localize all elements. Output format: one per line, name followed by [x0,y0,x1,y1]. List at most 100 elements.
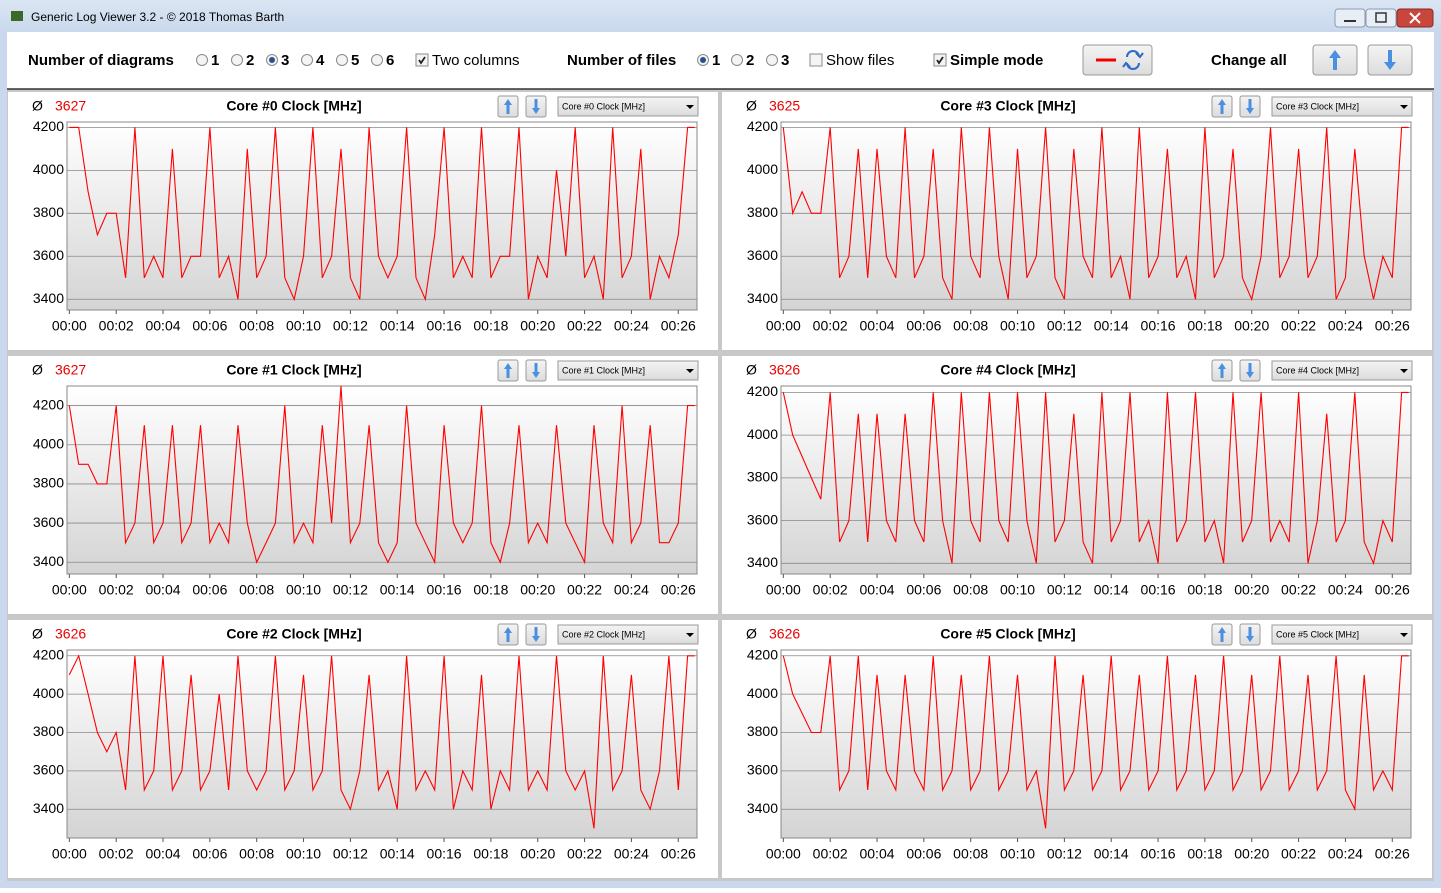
x-tick-label: 00:24 [614,846,649,862]
data-line [68,654,695,829]
dropdown-arrow [1400,105,1408,109]
channel-dropdown[interactable] [557,360,699,381]
plot-area [780,649,1412,839]
app-icon [11,11,23,21]
data-line [782,655,1409,829]
checkbox-label: Two columns [432,52,520,69]
x-tick-label: 00:18 [473,846,508,862]
x-tick-label: 00:00 [766,318,801,334]
window-title: Generic Log Viewer 3.2 - © 2018 Thomas B… [31,10,284,24]
dropdown-arrow [1400,369,1408,373]
channel-dropdown[interactable] [1271,360,1413,381]
arrow-up-icon [504,363,512,378]
x-tick-label: 00:16 [1141,582,1176,598]
average-value: 3626 [55,626,86,642]
diagram-title: Core #3 Clock [MHz] [940,98,1075,114]
x-tick-label: 00:26 [1375,582,1410,598]
x-tick-label: 00:06 [906,846,941,862]
x-tick-label: 00:16 [427,846,462,862]
x-tick-label: 00:26 [661,582,696,598]
arrow-down-icon [1246,363,1254,378]
color-swap-button[interactable] [1082,44,1153,76]
checkbox[interactable] [809,53,823,67]
x-tick-label: 00:00 [52,318,87,334]
radio-button[interactable] [231,54,243,66]
x-tick-label: 00:06 [906,318,941,334]
x-tick-label: 00:18 [1187,318,1222,334]
radio-dot [269,57,275,63]
x-tick-label: 00:22 [567,318,602,334]
x-tick-label: 00:00 [52,582,87,598]
average-value: 3626 [769,626,800,642]
x-tick-label: 00:08 [953,318,988,334]
radio-label: 5 [351,52,359,69]
x-tick-label: 00:18 [1187,582,1222,598]
x-tick-label: 00:26 [661,318,696,334]
diagram-title: Core #2 Clock [MHz] [226,626,361,642]
toolbar: Number of diagrams 1 2 3 4 5 6 Two columns Numbe… [7,44,1434,90]
x-tick-label: 00:14 [1094,846,1129,862]
data-line [782,391,1409,566]
radio-button[interactable] [731,54,743,66]
dropdown-arrow [1400,633,1408,637]
x-tick-label: 00:12 [333,582,368,598]
arrow-down-icon [1384,50,1396,70]
x-tick-label: 00:22 [567,846,602,862]
x-tick-label: 00:20 [1234,582,1269,598]
x-tick-label: 00:04 [145,318,180,334]
y-tick-label: 4200 [33,646,64,662]
x-tick-label: 00:06 [192,318,227,334]
diagram-title: Core #0 Clock [MHz] [226,98,361,114]
radio-button[interactable] [336,54,348,66]
x-tick-label: 00:24 [1328,318,1363,334]
x-tick-label: 00:18 [473,582,508,598]
average-symbol: Ø [32,626,43,642]
x-tick-label: 00:24 [614,318,649,334]
y-tick-label: 3800 [747,469,778,485]
y-tick-label: 3400 [33,800,64,816]
x-tick-label: 00:26 [1375,318,1410,334]
x-tick-label: 00:02 [813,846,848,862]
channel-dropdown[interactable] [557,96,699,117]
channel-dropdown[interactable] [557,624,699,645]
x-tick-label: 00:10 [1000,318,1035,334]
arrow-down-icon [532,363,540,378]
x-tick-label: 00:16 [1141,846,1176,862]
arrow-down-icon [1246,627,1254,642]
channel-dropdown[interactable] [1271,624,1413,645]
title-bar [0,0,1441,32]
y-tick-label: 3600 [33,514,64,530]
y-tick-label: 3600 [747,511,778,527]
radio-label: 1 [712,52,720,69]
x-tick-label: 00:10 [1000,846,1035,862]
arrow-up-icon [1218,627,1226,642]
radio-label: 6 [386,52,394,69]
checkmark [418,56,426,65]
x-tick-label: 00:08 [239,318,274,334]
x-tick-label: 00:10 [286,582,321,598]
x-tick-label: 00:20 [520,846,555,862]
x-tick-label: 00:10 [1000,582,1035,598]
average-value: 3625 [769,98,800,114]
radio-button[interactable] [301,54,313,66]
radio-button[interactable] [766,54,778,66]
plot-area [66,385,698,575]
x-tick-label: 00:18 [473,318,508,334]
minimize-button[interactable] [1334,8,1366,28]
x-tick-label: 00:14 [380,846,415,862]
plot-area [66,121,698,311]
radio-button[interactable] [371,54,383,66]
maximize-button[interactable] [1365,8,1397,28]
channel-dropdown[interactable] [1271,96,1413,117]
dropdown-arrow [686,633,694,637]
radio-label: 2 [246,52,254,69]
charts: Ø 3627 Core #0 Clock [MHz] Core #0 Clock [M… [8,92,1432,878]
dropdown-text: Core #0 Clock [MHz] [562,101,645,111]
x-tick-label: 00:00 [52,846,87,862]
x-tick-label: 00:12 [1047,846,1082,862]
arrow-up-icon [504,627,512,642]
radio-button[interactable] [196,54,208,66]
x-tick-label: 00:26 [1375,846,1410,862]
y-tick-label: 4000 [747,685,778,701]
dropdown-text: Core #3 Clock [MHz] [1276,101,1359,111]
